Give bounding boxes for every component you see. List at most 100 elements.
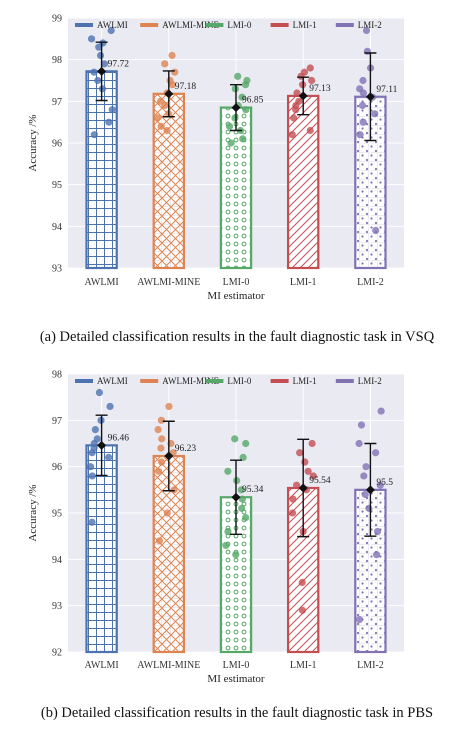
y-tick-label-b-4: 96 (52, 462, 62, 473)
x-tick-label-b-2: LMI-0 (223, 660, 250, 671)
mean-marker-a-lmi-0 (231, 103, 241, 113)
y-tick-label-a-6: 99 (52, 14, 62, 25)
point-a-lmi-1-9 (290, 114, 298, 122)
point-b-lmi-1-7 (289, 495, 297, 503)
y-tick-label-a-1: 94 (52, 222, 62, 233)
y-tick-label-b-1: 93 (52, 601, 62, 612)
point-b-awlmi-7 (88, 449, 96, 457)
point-a-lmi-0-7 (231, 114, 239, 122)
x-tick-label-a-0: AWLMI (84, 277, 118, 288)
point-b-awlmi-mine-1 (157, 416, 165, 424)
value-label-b-0: 96.46 (108, 433, 130, 443)
point-a-lmi-1-3 (308, 76, 316, 85)
bar-b-awlmi (85, 444, 118, 654)
point-a-lmi-2-9 (359, 118, 367, 126)
mean-marker-b-awlmi-mine (164, 451, 174, 461)
y-tick-label-b-5: 97 (52, 416, 62, 427)
point-a-lmi-1-11 (288, 131, 296, 139)
point-b-lmi-1-10 (298, 578, 306, 587)
point-b-awlmi-mine-5 (157, 444, 165, 452)
chart-a-svg: 93 94 95 96 97 98 99 97.72 AWLMI 97.18 AWLMI-MINE 9… (27, 14, 404, 302)
legend-label-a-2: LMI-0 (227, 20, 251, 30)
point-b-awlmi-9 (87, 463, 95, 471)
point-b-awlmi-10 (88, 472, 96, 480)
legend-label-a-4: LMI-2 (358, 20, 382, 30)
point-a-awlmi-mine-1 (161, 60, 169, 68)
point-b-awlmi-1 (106, 402, 114, 411)
point-b-lmi-2-2 (355, 439, 363, 448)
x-axis-title-a: MI estimator (207, 290, 264, 302)
point-a-awlmi-10 (105, 118, 113, 126)
mean-marker-a-lmi-1 (298, 91, 308, 101)
y-tick-label-b-0: 92 (52, 648, 62, 659)
legend-label-a-0: AWLMI (97, 20, 128, 30)
point-a-awlmi-mine-10 (157, 122, 165, 130)
point-b-lmi-0-3 (224, 467, 232, 475)
bar-a-awlmi-mine (152, 92, 186, 270)
point-a-lmi-1-0 (306, 64, 314, 72)
point-b-awlmi-mine-9 (170, 486, 178, 494)
point-a-awlmi-3 (95, 43, 103, 51)
point-a-awlmi-mine-4 (168, 81, 177, 89)
x-tick-label-b-1: AWLMI-MINE (137, 660, 200, 671)
point-b-awlmi-mine-10 (163, 509, 171, 517)
point-b-lmi-1-1 (296, 449, 304, 457)
point-a-awlmi-mine-11 (163, 126, 171, 135)
value-label-b-2: 95.34 (242, 485, 264, 495)
caption-b: (b) Detailed classification results in t… (40, 705, 434, 721)
point-b-lmi-2-7 (361, 490, 369, 499)
point-b-lmi-0-10 (222, 541, 230, 550)
y-tick-label-a-3: 96 (52, 139, 62, 150)
point-b-lmi-0-11 (232, 551, 240, 559)
point-b-lmi-2-11 (355, 615, 364, 624)
x-tick-label-b-0: AWLMI (84, 660, 118, 671)
y-tick-label-a-4: 97 (52, 97, 62, 108)
point-a-awlmi-0 (107, 26, 115, 35)
point-a-lmi-2-10 (356, 131, 364, 139)
point-b-lmi-2-10 (373, 551, 381, 559)
mean-marker-b-lmi-2 (365, 485, 375, 495)
point-a-lmi-0-6 (242, 106, 250, 114)
point-a-lmi-1-10 (306, 126, 314, 135)
legend-label-b-2: LMI-0 (227, 376, 251, 386)
chart-panel-b: 92 93 94 95 96 97 98 96.46 AWLMI 96.23 AWLMI-MINE 9… (0, 356, 474, 692)
value-label-a-2: 96.85 (242, 96, 264, 106)
point-b-lmi-0-6 (238, 495, 246, 503)
point-a-awlmi-9 (108, 106, 116, 114)
y-tick-label-a-0: 93 (52, 264, 62, 275)
value-label-b-3: 95.54 (309, 476, 331, 486)
y-axis-title-b: Accuracy /% (27, 484, 39, 541)
x-tick-label-a-3: LMI-1 (290, 277, 317, 288)
point-b-lmi-2-6 (376, 481, 384, 489)
point-a-lmi-2-3 (359, 76, 367, 85)
x-tick-label-b-3: LMI-1 (290, 660, 317, 671)
point-b-awlmi-8 (105, 453, 113, 461)
point-b-lmi-0-0 (231, 435, 239, 443)
point-a-awlmi-mine-0 (168, 51, 176, 60)
mean-marker-b-lmi-1 (298, 483, 308, 493)
point-b-lmi-1-4 (309, 472, 317, 480)
point-a-lmi-0-0 (234, 72, 242, 80)
point-b-lmi-2-1 (357, 421, 366, 429)
point-b-lmi-0-9 (224, 527, 232, 536)
point-a-awlmi-11 (90, 131, 98, 139)
point-b-lmi-1-3 (304, 467, 312, 475)
y-tick-label-a-2: 95 (52, 180, 62, 191)
point-a-awlmi-5 (100, 60, 109, 68)
point-a-lmi-0-2 (241, 81, 250, 89)
point-a-lmi-2-11 (372, 226, 380, 235)
mean-marker-a-awlmi-mine (164, 89, 174, 99)
point-b-awlmi-mine-3 (158, 435, 166, 443)
point-b-awlmi-mine-11 (155, 537, 164, 545)
point-a-awlmi-7 (94, 76, 102, 85)
value-label-a-1: 97.18 (175, 82, 197, 92)
point-b-lmi-1-11 (298, 606, 307, 614)
bar-a-lmi-1 (286, 94, 320, 270)
chart-b-svg: 92 93 94 95 96 97 98 96.46 AWLMI 96.23 AWLMI-MINE 9… (27, 370, 404, 685)
point-a-lmi-1-8 (292, 106, 300, 114)
point-a-awlmi-4 (96, 51, 105, 60)
chart-panel-a: 93 94 95 96 97 98 99 97.72 AWLMI 97.18 AWLMI-MINE 9… (0, 0, 474, 322)
caption-a: (a) Detailed classification results in t… (39, 329, 435, 345)
point-a-lmi-2-0 (362, 26, 371, 35)
y-tick-label-a-5: 98 (52, 55, 62, 66)
